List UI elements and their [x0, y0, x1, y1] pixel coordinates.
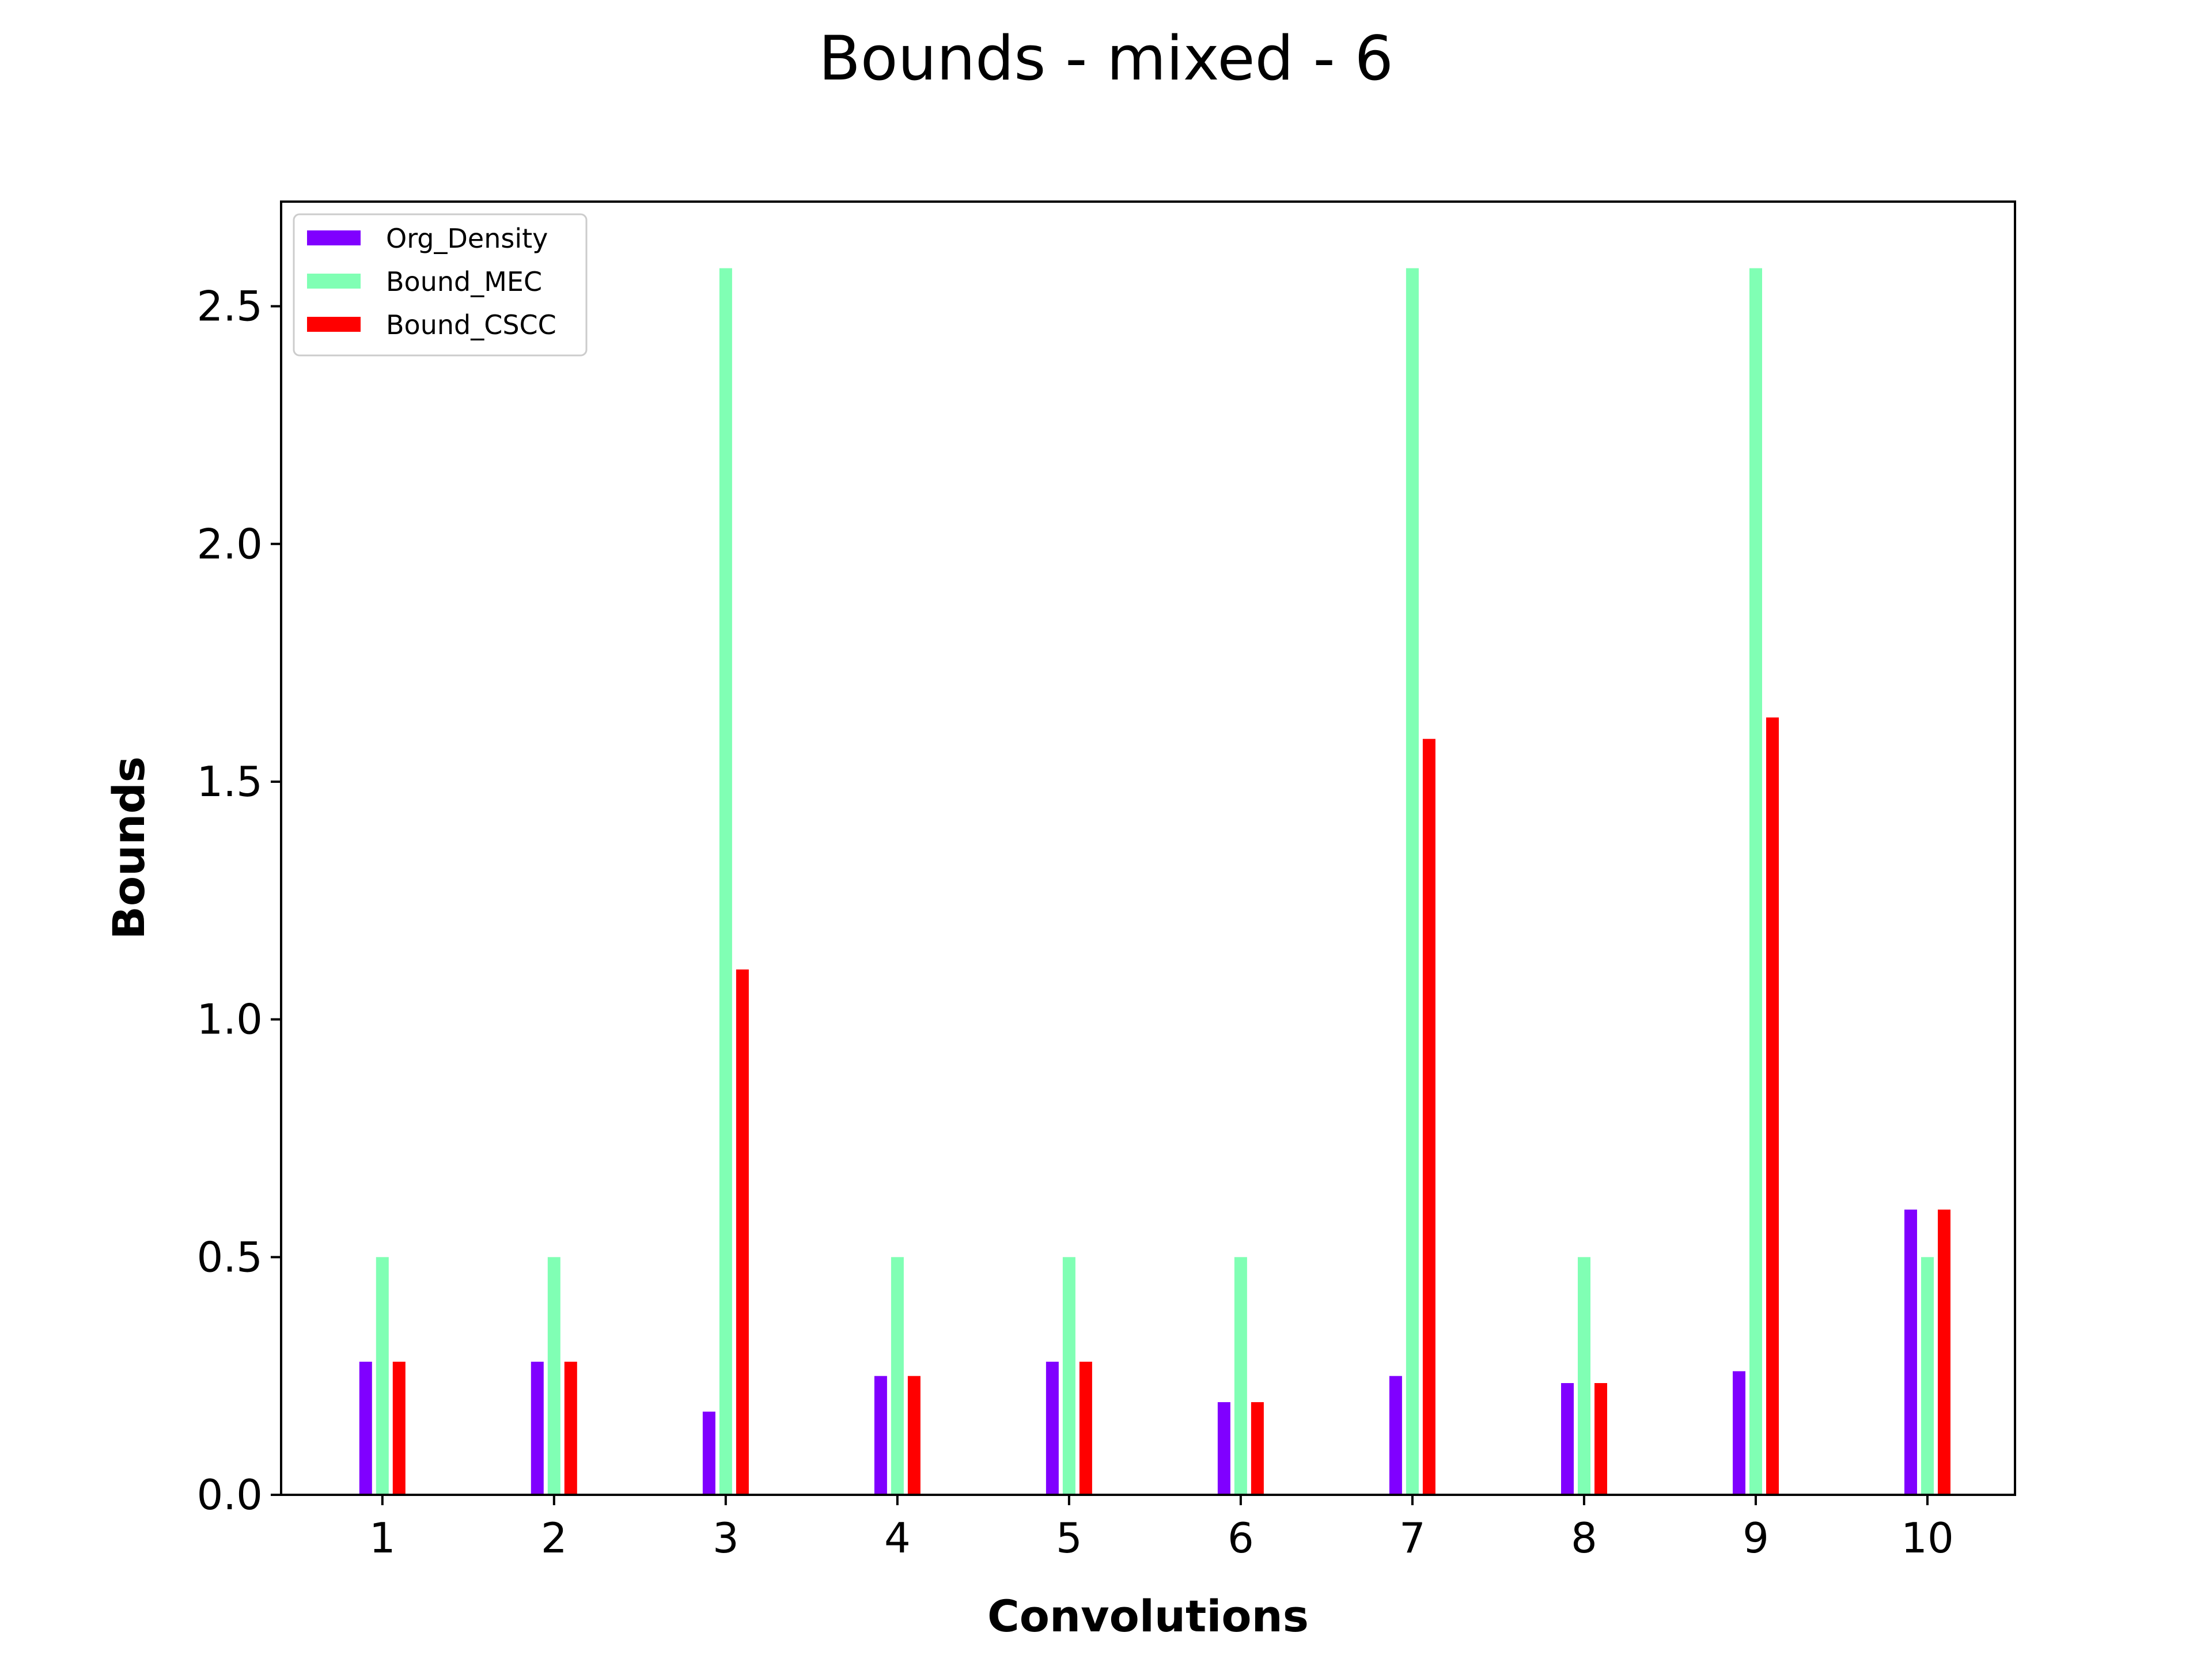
bar-bound-cscc-1	[392, 1361, 406, 1495]
bar-org-density-4	[874, 1376, 887, 1495]
legend-swatch-org-density	[307, 230, 361, 245]
bar-org-density-6	[1217, 1402, 1230, 1495]
x-tick-label: 5	[1056, 1514, 1082, 1562]
bar-org-density-3	[702, 1411, 715, 1495]
bar-bound-mec-4	[891, 1257, 904, 1495]
x-tick-label: 3	[713, 1514, 739, 1562]
y-axis-label: Bounds	[103, 756, 154, 940]
bar-org-density-2	[531, 1361, 544, 1495]
x-tick-label: 1	[369, 1514, 396, 1562]
bar-bound-cscc-7	[1422, 738, 1435, 1495]
legend-label-bound-cscc: Bound_CSCC	[386, 309, 556, 340]
bar-org-density-1	[359, 1361, 372, 1495]
y-tick-label: 2.5	[196, 282, 263, 331]
bar-bound-mec-7	[1406, 268, 1419, 1495]
x-axis-label: Convolutions	[987, 1590, 1309, 1642]
x-axis: 1 2 3 4 5 6 7 8 9 10	[369, 1495, 1954, 1562]
bar-bound-cscc-6	[1251, 1402, 1264, 1495]
x-tick-label: 8	[1571, 1514, 1597, 1562]
bar-bound-cscc-3	[736, 969, 749, 1495]
x-tick-label: 2	[541, 1514, 567, 1562]
y-axis: 0.0 0.5 1.0 1.5 2.0 2.5	[196, 282, 281, 1519]
bar-org-density-7	[1389, 1376, 1402, 1495]
x-tick-label: 4	[884, 1514, 911, 1562]
bar-org-density-9	[1733, 1371, 1745, 1495]
y-tick-label: 1.0	[196, 995, 263, 1044]
bar-org-density-8	[1561, 1383, 1574, 1495]
bar-bound-mec-9	[1749, 268, 1762, 1495]
legend-swatch-bound-cscc	[307, 317, 361, 332]
legend: Org_Density Bound_MEC Bound_CSCC	[293, 213, 588, 357]
bar-bound-mec-2	[547, 1257, 560, 1495]
bar-bound-mec-1	[376, 1257, 389, 1495]
legend-swatch-bound-mec	[307, 274, 361, 289]
bars-layer	[359, 268, 1950, 1495]
plot-frame	[280, 200, 2016, 1496]
bar-bound-cscc-8	[1594, 1383, 1607, 1495]
bar-bound-cscc-10	[1938, 1209, 1950, 1495]
bar-bound-mec-10	[1921, 1257, 1934, 1495]
x-tick-label: 9	[1743, 1514, 1769, 1562]
bar-bound-mec-8	[1578, 1257, 1590, 1495]
bar-bound-cscc-9	[1766, 717, 1779, 1495]
bar-org-density-10	[1904, 1209, 1917, 1495]
y-tick-label: 1.5	[196, 757, 263, 806]
legend-label-org-density: Org_Density	[386, 223, 548, 254]
bar-org-density-5	[1046, 1361, 1059, 1495]
bar-bound-mec-3	[719, 268, 732, 1495]
y-tick-label: 0.5	[196, 1233, 263, 1281]
x-tick-label: 7	[1399, 1514, 1426, 1562]
bar-bound-mec-6	[1234, 1257, 1247, 1495]
y-tick-label: 0.0	[196, 1471, 263, 1519]
bar-bound-cscc-5	[1079, 1361, 1092, 1495]
y-tick-label: 2.0	[196, 520, 263, 568]
chart-title: Bounds - mixed - 6	[819, 23, 1393, 94]
bar-bound-cscc-2	[564, 1361, 577, 1495]
legend-label-bound-mec: Bound_MEC	[386, 266, 542, 297]
x-tick-label: 10	[1901, 1514, 1954, 1562]
bar-bound-cscc-4	[907, 1376, 921, 1495]
bar-bound-mec-5	[1062, 1257, 1075, 1495]
x-tick-label: 6	[1228, 1514, 1254, 1562]
legend-box	[293, 213, 588, 357]
